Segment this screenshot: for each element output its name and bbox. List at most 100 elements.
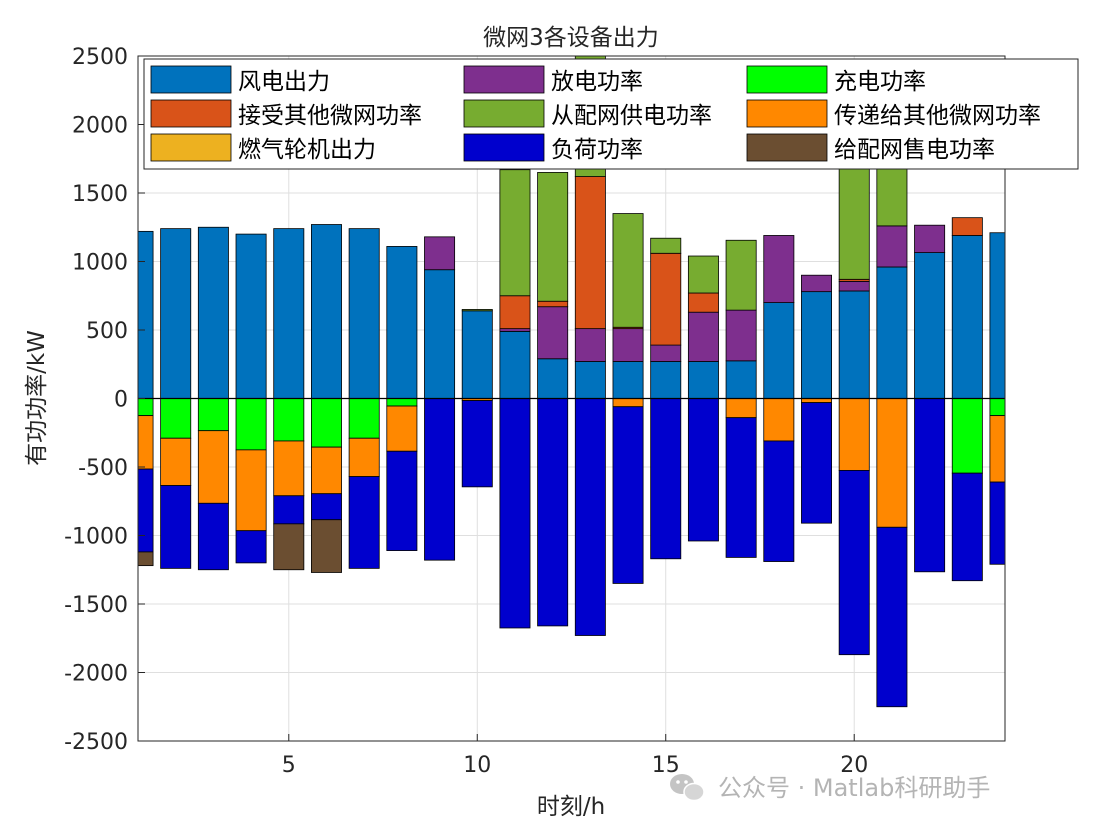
legend-label: 接受其他微网功率	[238, 103, 422, 129]
bar-segment	[725, 360, 757, 399]
bar-segment	[801, 398, 833, 404]
bar-segment	[612, 328, 644, 362]
legend-swatch	[150, 99, 232, 128]
y-tick-label: -1000	[64, 525, 128, 550]
legend-label: 风电出力	[238, 69, 330, 95]
bar-segment	[574, 398, 606, 636]
bar-segment	[386, 398, 418, 407]
bar-segment	[763, 302, 795, 399]
bars	[138, 56, 1005, 708]
bar-segment	[650, 361, 682, 399]
bar-segment	[574, 176, 606, 330]
bar-segment	[499, 330, 531, 399]
bar-segment	[138, 230, 154, 399]
bar-segment	[310, 493, 342, 521]
bar-segment	[310, 398, 342, 448]
y-tick-label: 500	[86, 319, 128, 344]
bar-segment	[951, 398, 983, 474]
bar-segment	[801, 291, 833, 399]
bar-segment	[650, 252, 682, 346]
bar-segment	[687, 361, 719, 399]
wechat-icon	[670, 774, 705, 802]
y-axis-label: 有功功率/kW	[24, 330, 50, 466]
bar-segment	[461, 400, 493, 488]
bar-segment	[989, 415, 1005, 483]
bar-segment	[801, 274, 833, 293]
bar-segment	[273, 228, 305, 399]
bar-segment	[989, 398, 1005, 417]
bar-segment	[235, 449, 267, 532]
bar-segment	[273, 495, 305, 525]
bar-segment	[763, 398, 795, 442]
legend-label: 负荷功率	[551, 137, 643, 163]
bar-segment	[386, 246, 418, 399]
legend-box	[143, 58, 1079, 170]
bar-segment	[499, 398, 531, 629]
bar-segment	[838, 398, 870, 471]
bar-segment	[914, 398, 946, 573]
bar-segment	[160, 437, 192, 486]
bar-segment	[725, 398, 757, 419]
y-tick-label: -1500	[64, 593, 128, 618]
bar-segment	[424, 398, 456, 561]
bar-segment	[537, 306, 569, 360]
bar-segment	[612, 213, 644, 328]
bar-segment	[197, 430, 229, 504]
bar-segment	[138, 551, 154, 567]
bar-segment	[725, 239, 757, 311]
bar-segment	[612, 361, 644, 399]
bar-segment	[612, 406, 644, 584]
watermark-text: 公众号 · Matlab科研助手	[718, 774, 990, 802]
bar-segment	[989, 481, 1005, 565]
x-tick-label: 5	[282, 753, 296, 778]
bar-segment	[537, 300, 569, 308]
legend-label: 燃气轮机出力	[238, 137, 376, 163]
bar-segment	[160, 398, 192, 439]
bar-segment	[989, 232, 1005, 399]
chart-title: 微网3各设备出力	[483, 25, 659, 51]
bar-segment	[914, 252, 946, 399]
bar-segment	[235, 530, 267, 564]
legend-label: 给配网售电功率	[834, 137, 995, 163]
bar-segment	[725, 309, 757, 362]
bar-segment	[310, 446, 342, 495]
legend-label: 从配网供电功率	[551, 103, 712, 129]
bar-segment	[160, 485, 192, 569]
legend-swatch	[463, 133, 545, 162]
bar-segment	[424, 236, 456, 271]
bar-segment	[424, 269, 456, 399]
x-tick-label: 20	[840, 753, 868, 778]
bar-segment	[838, 280, 870, 292]
bar-segment	[574, 328, 606, 362]
bar-segment	[310, 519, 342, 573]
bar-segment	[687, 398, 719, 542]
y-tick-label: 2000	[72, 114, 128, 139]
bar-segment	[348, 437, 380, 477]
bar-segment	[763, 440, 795, 562]
bar-segment	[650, 344, 682, 362]
bar-segment	[725, 417, 757, 558]
x-tick-label: 15	[652, 753, 680, 778]
bar-segment	[386, 405, 418, 452]
bar-segment	[951, 235, 983, 399]
watermark: 公众号 · Matlab科研助手	[670, 774, 990, 802]
bar-segment	[273, 440, 305, 497]
legend-swatch	[150, 133, 232, 162]
bar-segment	[914, 224, 946, 253]
bar-segment	[876, 398, 908, 528]
bar-segment	[951, 472, 983, 582]
y-tick-label: -2500	[64, 730, 128, 755]
y-tick-label: -500	[78, 456, 128, 481]
legend-swatch	[463, 65, 545, 94]
bar-segment	[197, 502, 229, 571]
bar-segment	[574, 361, 606, 399]
bar-segment	[537, 172, 569, 302]
y-tick-label: 1000	[72, 251, 128, 276]
bar-segment	[687, 255, 719, 294]
bar-segment	[197, 398, 229, 432]
bar-segment	[138, 415, 154, 470]
bar-segment	[838, 470, 870, 656]
